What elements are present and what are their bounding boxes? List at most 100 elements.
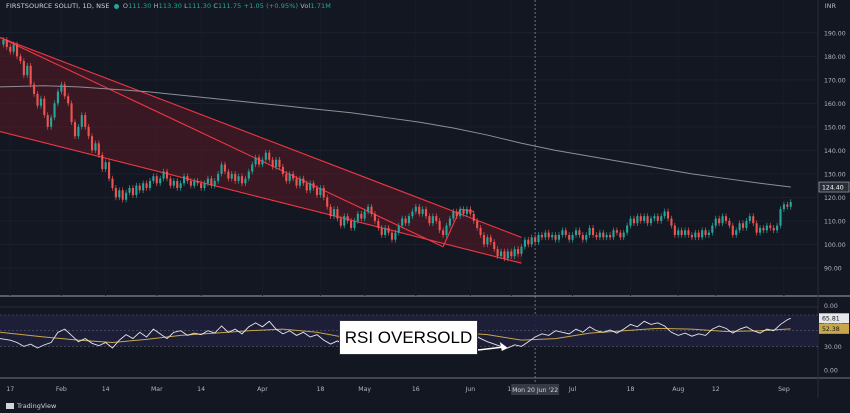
candle-body <box>530 237 533 245</box>
candle-body <box>387 227 390 233</box>
candle-body <box>779 209 782 226</box>
candle-body <box>264 152 267 160</box>
candle-body <box>609 234 612 238</box>
candle-body <box>472 213 475 221</box>
candle-body <box>673 225 676 235</box>
annotation-arrow <box>477 342 508 351</box>
candle-body <box>759 227 762 233</box>
candle-body <box>401 218 404 226</box>
candle-body <box>5 39 8 47</box>
low-label: L <box>184 2 188 10</box>
candle-body <box>315 187 319 196</box>
candle-body <box>210 178 213 186</box>
candle-body <box>581 234 584 240</box>
currency-label[interactable]: INR <box>824 2 836 10</box>
candle-body <box>46 115 49 127</box>
candle-body <box>346 216 349 221</box>
candle-body <box>234 173 237 181</box>
candle-body <box>329 206 332 217</box>
candle-body <box>203 183 206 188</box>
candle-body <box>26 65 29 76</box>
candle-body <box>70 103 73 123</box>
close-label: C <box>213 2 219 10</box>
candle-body <box>503 251 506 259</box>
candle-body <box>452 211 455 219</box>
candle-body <box>12 44 15 52</box>
candle-body <box>697 232 700 238</box>
candle-body <box>684 230 687 235</box>
candle-body <box>615 230 618 233</box>
brand-logo[interactable]: TradingView <box>6 402 56 410</box>
time-tick-label: Aug <box>672 386 684 393</box>
candle-body <box>162 171 165 179</box>
candle-body <box>537 234 540 243</box>
time-tick-label: Jun <box>465 386 476 393</box>
candle-body <box>789 202 792 207</box>
candle-body <box>142 183 145 191</box>
candle-body <box>728 220 731 226</box>
crosshair-time-badge <box>511 384 560 395</box>
candle-body <box>384 227 387 235</box>
candle-body <box>285 173 288 181</box>
symbol-legend[interactable]: FIRSTSOURCE SOLUTI, 1D, NSE O111.30 H113… <box>6 2 331 10</box>
candle-body <box>332 209 336 217</box>
candle-body <box>227 171 230 179</box>
candle-body <box>476 220 479 228</box>
candle-body <box>377 220 380 228</box>
candle-body <box>626 225 629 233</box>
candle-body <box>701 230 704 238</box>
candle-body <box>649 218 653 224</box>
symbol-name[interactable]: FIRSTSOURCE SOLUTI, 1D, NSE <box>6 2 110 10</box>
candle-body <box>302 178 305 184</box>
candle-body <box>707 232 710 235</box>
candle-body <box>534 237 537 243</box>
candle-body <box>735 230 738 235</box>
candle-body <box>39 98 42 106</box>
candle-body <box>598 232 601 238</box>
time-tick-label: Sep <box>778 386 790 393</box>
candle-body <box>465 209 468 214</box>
candle-body <box>588 227 591 235</box>
candle-body <box>322 187 325 198</box>
candle-body <box>350 220 353 228</box>
candle-body <box>22 61 25 76</box>
candle-body <box>220 164 223 174</box>
candle-body <box>602 232 605 238</box>
volume-tick-label: 0.00 <box>824 303 838 310</box>
time-tick-label: Jul <box>568 386 577 393</box>
candle-body <box>254 157 257 165</box>
high-label: H <box>153 2 159 10</box>
candle-body <box>84 115 87 127</box>
candle-body <box>43 98 46 116</box>
candle-body <box>237 176 240 181</box>
time-tick-label: 18 <box>316 386 324 393</box>
candle-body <box>336 209 339 219</box>
time-tick-label: 16 <box>412 386 420 393</box>
rsi-oversold-callout[interactable]: RSI OVERSOLD <box>340 321 477 354</box>
price-tick-label: 120.00 <box>824 195 846 202</box>
candle-body <box>275 159 278 167</box>
candle-body <box>523 239 526 247</box>
arrow-shaft <box>477 346 504 351</box>
candle-body <box>179 183 182 188</box>
candle-body <box>438 220 441 231</box>
candle-body <box>53 103 56 118</box>
candle-body <box>718 218 721 224</box>
candle-body <box>591 227 595 235</box>
candle-body <box>540 234 543 238</box>
candle-body <box>397 225 400 233</box>
candle-body <box>15 44 19 57</box>
candle-body <box>517 249 520 254</box>
price-tick-label: 180.00 <box>824 54 846 61</box>
candle-body <box>295 178 298 186</box>
last-price-label: 124.40 <box>822 184 844 191</box>
candle-body <box>148 180 152 188</box>
candle-body <box>257 157 261 165</box>
candle-body <box>114 187 117 198</box>
candle-body <box>414 206 417 212</box>
candle-body <box>724 216 728 221</box>
candle-body <box>73 122 77 137</box>
candle-body <box>547 232 550 238</box>
candle-body <box>782 204 785 210</box>
candle-body <box>63 84 66 97</box>
